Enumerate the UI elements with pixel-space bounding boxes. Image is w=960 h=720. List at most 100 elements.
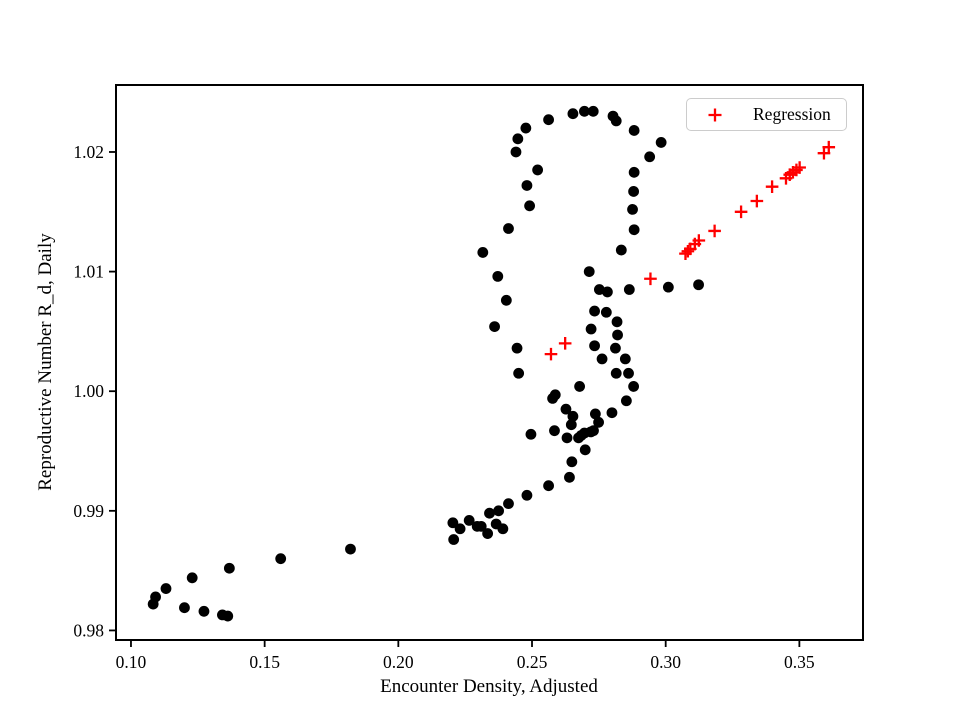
data-point bbox=[596, 353, 608, 365]
data-point bbox=[602, 286, 613, 298]
data-point bbox=[589, 340, 600, 352]
regression-point bbox=[558, 337, 572, 350]
data-point bbox=[579, 444, 591, 456]
x-tick-label: 0.25 bbox=[517, 652, 548, 672]
data-point bbox=[644, 151, 656, 163]
x-tick-label: 0.15 bbox=[249, 652, 280, 672]
y-tick-label: 0.98 bbox=[73, 620, 104, 640]
data-point bbox=[511, 342, 523, 354]
data-point bbox=[477, 247, 489, 258]
data-point bbox=[567, 108, 579, 120]
data-point bbox=[627, 203, 638, 215]
data-point bbox=[147, 598, 159, 610]
data-point bbox=[492, 270, 504, 282]
data-point bbox=[565, 419, 577, 431]
data-point bbox=[493, 505, 504, 517]
data-point bbox=[513, 367, 525, 379]
data-point bbox=[628, 186, 640, 197]
data-point bbox=[623, 284, 635, 295]
data-point bbox=[628, 224, 640, 236]
data-point bbox=[662, 281, 674, 293]
data-point bbox=[579, 105, 590, 117]
data-point bbox=[600, 306, 612, 318]
data-point bbox=[503, 223, 514, 234]
data-point bbox=[275, 553, 287, 565]
x-tick-label: 0.20 bbox=[383, 652, 414, 672]
legend: Regression bbox=[686, 98, 847, 131]
data-point bbox=[628, 166, 640, 178]
regression-point bbox=[708, 224, 721, 238]
data-point bbox=[512, 133, 524, 145]
regression-point bbox=[793, 161, 806, 174]
data-point bbox=[593, 416, 604, 428]
y-tick-label: 0.99 bbox=[73, 501, 104, 521]
data-point bbox=[222, 610, 234, 622]
y-axis-label: Reproductive Number R_d, Daily bbox=[35, 233, 56, 491]
data-point bbox=[543, 114, 554, 126]
data-point bbox=[566, 456, 578, 468]
data-point bbox=[520, 122, 532, 134]
data-point bbox=[611, 316, 623, 328]
data-point bbox=[503, 498, 514, 510]
data-point bbox=[223, 562, 235, 574]
data-point bbox=[482, 528, 494, 539]
data-point bbox=[589, 408, 601, 420]
data-point bbox=[160, 583, 172, 594]
data-point bbox=[448, 534, 460, 545]
data-point bbox=[521, 489, 533, 501]
data-point bbox=[475, 520, 487, 532]
data-point bbox=[693, 279, 704, 291]
data-point bbox=[589, 305, 600, 317]
y-tick-label: 1.01 bbox=[73, 262, 104, 282]
regression-point bbox=[681, 244, 695, 258]
regression-point bbox=[822, 140, 836, 154]
x-tick-label: 0.30 bbox=[650, 652, 681, 672]
data-point bbox=[525, 428, 537, 440]
data-point bbox=[587, 105, 599, 117]
regression-point bbox=[644, 272, 657, 286]
data-point bbox=[484, 507, 495, 519]
y-tick-label: 1.00 bbox=[73, 381, 104, 401]
data-point bbox=[447, 517, 459, 529]
data-point bbox=[561, 432, 573, 444]
data-point bbox=[198, 605, 210, 617]
regression-point bbox=[544, 347, 558, 361]
data-point bbox=[564, 471, 575, 483]
data-point bbox=[610, 342, 621, 354]
regression-point bbox=[734, 205, 748, 219]
x-axis-label: Encounter Density, Adjusted bbox=[380, 676, 598, 697]
data-point bbox=[567, 410, 579, 422]
data-point bbox=[186, 572, 198, 584]
data-point bbox=[560, 403, 572, 415]
data-point bbox=[606, 407, 618, 419]
data-point bbox=[585, 323, 597, 335]
data-point bbox=[547, 392, 558, 404]
data-point bbox=[655, 137, 667, 148]
data-point bbox=[588, 425, 599, 437]
x-tick-label: 0.10 bbox=[116, 652, 147, 672]
data-point bbox=[463, 514, 475, 526]
legend-label-regression: Regression bbox=[753, 104, 831, 124]
data-point bbox=[345, 543, 356, 555]
data-point bbox=[574, 381, 585, 392]
data-point bbox=[610, 115, 622, 127]
data-point bbox=[454, 523, 466, 535]
data-point bbox=[628, 125, 640, 136]
data-point bbox=[612, 329, 623, 341]
data-point bbox=[532, 164, 544, 176]
data-point bbox=[628, 381, 640, 392]
regression-point bbox=[750, 194, 764, 208]
x-tick-label: 0.35 bbox=[784, 652, 815, 672]
regression-point bbox=[692, 234, 706, 247]
data-point bbox=[549, 425, 560, 437]
data-point bbox=[521, 180, 533, 191]
data-point bbox=[497, 523, 509, 535]
regression-point bbox=[765, 180, 779, 193]
data-point bbox=[510, 146, 522, 158]
data-point bbox=[489, 321, 500, 333]
data-point bbox=[500, 294, 512, 306]
data-point bbox=[524, 200, 536, 212]
data-point bbox=[623, 367, 634, 379]
